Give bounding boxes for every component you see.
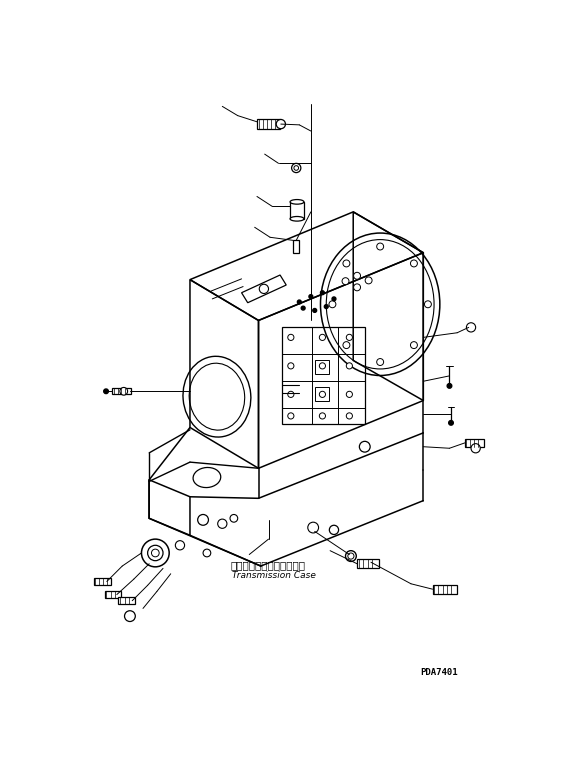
Bar — [465, 439, 484, 446]
Circle shape — [291, 163, 301, 173]
Circle shape — [324, 305, 328, 308]
Circle shape — [288, 412, 294, 419]
Circle shape — [152, 549, 159, 557]
Circle shape — [120, 388, 127, 395]
Circle shape — [288, 391, 294, 397]
Circle shape — [343, 260, 350, 267]
Circle shape — [332, 297, 336, 301]
Circle shape — [319, 391, 325, 397]
Circle shape — [365, 277, 372, 284]
Circle shape — [313, 308, 316, 312]
Circle shape — [301, 306, 305, 310]
Circle shape — [319, 363, 325, 369]
Ellipse shape — [290, 200, 304, 204]
Circle shape — [142, 539, 169, 567]
Text: Transmission Case: Transmission Case — [231, 571, 315, 580]
Bar — [105, 591, 122, 598]
Circle shape — [320, 291, 324, 295]
Circle shape — [125, 611, 135, 621]
Bar — [112, 389, 131, 394]
Circle shape — [346, 412, 353, 419]
Circle shape — [346, 335, 353, 341]
Circle shape — [175, 540, 185, 550]
Circle shape — [354, 272, 361, 279]
Circle shape — [346, 391, 353, 397]
Circle shape — [218, 519, 227, 528]
Circle shape — [468, 325, 474, 330]
Circle shape — [449, 420, 453, 425]
Bar — [293, 241, 299, 253]
Circle shape — [319, 335, 325, 341]
Bar — [315, 387, 329, 400]
Circle shape — [410, 342, 417, 348]
Circle shape — [288, 363, 294, 369]
Circle shape — [342, 278, 349, 284]
Circle shape — [148, 545, 163, 561]
Circle shape — [348, 553, 354, 559]
Circle shape — [203, 549, 211, 557]
Circle shape — [329, 525, 338, 534]
Circle shape — [359, 441, 370, 452]
Bar — [290, 202, 304, 219]
Bar — [432, 584, 457, 594]
Circle shape — [294, 166, 298, 170]
Circle shape — [447, 384, 452, 389]
Circle shape — [104, 389, 108, 393]
Circle shape — [259, 284, 268, 294]
Circle shape — [297, 300, 301, 304]
Circle shape — [377, 359, 384, 365]
Circle shape — [354, 284, 361, 291]
Circle shape — [466, 323, 475, 332]
Bar — [357, 559, 379, 567]
Circle shape — [198, 514, 208, 525]
Circle shape — [230, 514, 238, 522]
Circle shape — [329, 301, 336, 308]
Bar — [118, 597, 135, 604]
Circle shape — [471, 443, 481, 453]
Text: トランスミッションケース: トランスミッションケース — [230, 561, 305, 571]
Circle shape — [309, 295, 313, 298]
Circle shape — [308, 522, 319, 533]
Circle shape — [346, 363, 353, 369]
Circle shape — [343, 342, 350, 348]
Ellipse shape — [290, 217, 304, 221]
Bar — [94, 577, 111, 584]
Circle shape — [288, 335, 294, 341]
Circle shape — [424, 301, 431, 308]
Circle shape — [345, 550, 356, 561]
Circle shape — [410, 260, 417, 267]
Text: PDA7401: PDA7401 — [420, 668, 458, 678]
Bar — [257, 120, 280, 129]
Circle shape — [276, 120, 285, 129]
Circle shape — [319, 412, 325, 419]
Bar — [315, 361, 329, 375]
Circle shape — [377, 243, 384, 250]
